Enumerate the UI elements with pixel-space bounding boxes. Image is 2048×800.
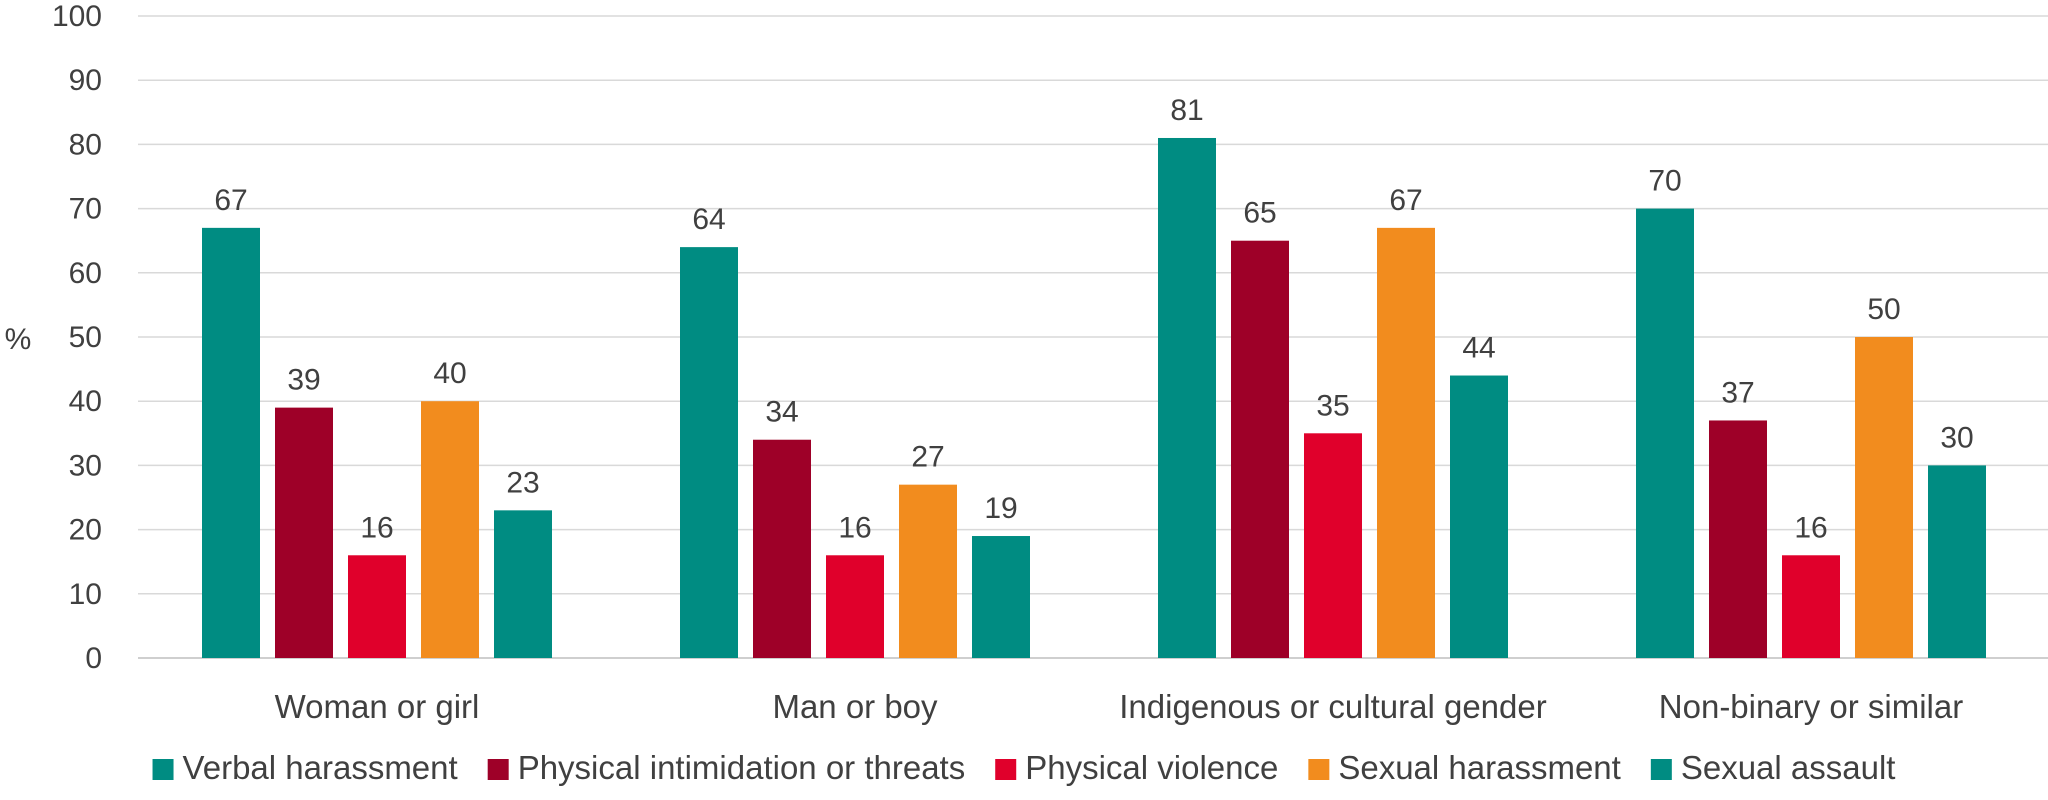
bar-2-3 [1377,227,1435,659]
data-label-2-4: 44 [1462,332,1495,365]
legend-swatch-2 [995,759,1017,780]
legend-swatch-1 [487,759,509,780]
legend-label-0: Verbal harassment [183,749,458,786]
data-label-3-0: 70 [1648,165,1681,198]
data-label-1-0: 64 [692,203,725,236]
data-label-1-4: 19 [984,492,1017,525]
y-tick-label-80: 80 [69,128,102,161]
bar-0-2 [348,555,406,658]
bar-1-2 [826,555,884,658]
legend-label-4: Sexual assault [1681,749,1896,786]
y-tick-label-20: 20 [69,514,102,547]
data-label-3-2: 16 [1794,511,1827,544]
data-label-0-1: 39 [287,364,320,397]
bar-2-2 [1304,433,1362,658]
data-label-1-1: 34 [765,396,798,429]
bar-0-4 [494,510,552,658]
bar-1-0 [680,247,738,658]
bar-3-3 [1855,337,1913,658]
y-tick-label-30: 30 [69,449,102,482]
data-label-3-1: 37 [1721,376,1754,409]
bar-3-0 [1636,208,1694,658]
bar-2-4 [1450,375,1508,658]
legend-swatch-3 [1308,759,1330,780]
legend-swatch-0 [152,759,174,780]
category-label-2: Indigenous or cultural gender [1119,688,1546,725]
data-label-0-4: 23 [506,466,539,499]
bar-0-1 [275,407,333,658]
category-label-1: Man or boy [772,688,938,725]
data-label-0-2: 16 [360,511,393,544]
data-label-2-2: 35 [1316,389,1349,422]
bar-1-1 [753,439,811,658]
y-tick-label-90: 90 [69,64,102,97]
bar-1-4 [972,536,1030,658]
data-label-1-3: 27 [911,441,944,474]
category-label-0: Woman or girl [275,688,480,725]
legend-swatch-4 [1650,759,1672,780]
data-label-1-2: 16 [838,511,871,544]
data-label-0-0: 67 [214,184,247,217]
legend-label-1: Physical intimidation or threats [518,749,966,786]
data-label-2-3: 67 [1389,184,1422,217]
legend-label-3: Sexual harassment [1338,749,1620,786]
bar-2-0 [1158,137,1216,659]
y-axis-label: % [5,323,32,356]
category-label-3: Non-binary or similar [1659,688,1963,725]
bar-0-0 [202,227,260,659]
data-label-2-1: 65 [1243,197,1276,230]
data-label-2-0: 81 [1170,94,1203,127]
y-tick-label-50: 50 [69,321,102,354]
data-label-3-4: 30 [1940,421,1973,454]
y-tick-label-10: 10 [69,578,102,611]
y-tick-label-0: 0 [85,642,102,675]
y-tick-label-40: 40 [69,385,102,418]
y-tick-label-70: 70 [69,193,102,226]
bar-3-2 [1782,555,1840,658]
data-label-3-3: 50 [1867,293,1900,326]
bar-1-3 [899,484,957,658]
legend-label-2: Physical violence [1025,749,1278,786]
y-tick-label-60: 60 [69,257,102,290]
bar-0-3 [421,401,479,658]
y-tick-label-100: 100 [52,0,102,33]
bar-3-4 [1928,465,1986,658]
bar-3-1 [1709,420,1767,658]
data-label-0-3: 40 [433,357,466,390]
bar-2-1 [1231,240,1289,658]
